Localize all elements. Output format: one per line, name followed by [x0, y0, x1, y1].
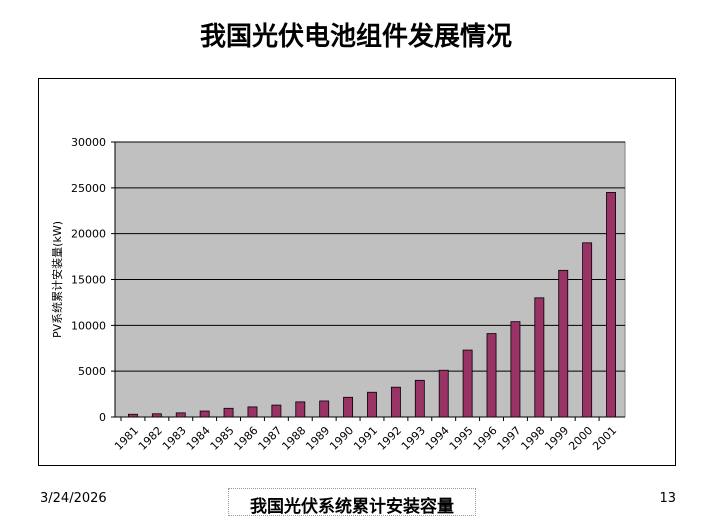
bar	[534, 297, 545, 418]
x-tick-label: 1982	[136, 424, 165, 453]
x-tick-label: 2001	[590, 424, 619, 453]
x-tick-label: 1991	[351, 424, 380, 453]
x-tick-label: 1985	[208, 424, 237, 453]
chart-frame: 0 5000 10000 15000 20000 25000 30000 1981 1982 19…	[38, 78, 676, 466]
y-tick-label: 25000	[71, 182, 106, 195]
bar	[247, 406, 258, 418]
bar	[390, 386, 401, 418]
bar	[199, 410, 210, 418]
y-axis-label: PV系统累计安装量(kW)	[50, 221, 64, 338]
bar	[558, 269, 569, 418]
x-tick-label: 1988	[279, 424, 308, 453]
y-tick-label: 20000	[71, 228, 106, 241]
bar	[414, 379, 425, 418]
bar	[582, 242, 593, 418]
bar	[367, 391, 377, 418]
bar-chart: 0500010000150002000025000300001981198219…	[50, 136, 626, 453]
x-tick-label: 1996	[471, 424, 500, 453]
x-tick-label: 1998	[518, 424, 547, 453]
bar	[486, 333, 497, 418]
x-tick-label: 1994	[423, 424, 452, 453]
x-tick-label: 1995	[447, 424, 476, 453]
slide-title: 我国光伏电池组件发展情况	[199, 22, 512, 52]
x-tick-label: 1986	[232, 424, 261, 453]
x-tick-label: 1981	[112, 424, 141, 453]
y-tick-label: 10000	[71, 319, 106, 332]
bar	[510, 321, 521, 418]
bar	[295, 401, 306, 418]
bar	[319, 400, 330, 418]
x-tick-label: 1987	[256, 424, 285, 453]
bar	[223, 407, 234, 418]
y-tick-label: 30000	[71, 136, 106, 149]
y-tick-label: 0	[99, 411, 106, 424]
x-tick-label: 1992	[375, 424, 404, 453]
bar	[462, 349, 473, 418]
bar	[151, 413, 162, 418]
y-tick-label: 15000	[71, 274, 106, 287]
bar	[343, 396, 354, 418]
bar	[175, 412, 186, 418]
x-tick-label: 1993	[399, 424, 428, 453]
bar	[606, 192, 616, 418]
x-tick-label: 1997	[495, 424, 524, 453]
x-tick-label: 1984	[184, 424, 213, 453]
x-tick-label: 1990	[327, 424, 356, 453]
footer-date: 3/24/2026	[40, 491, 107, 506]
x-tick-label: 1999	[542, 424, 571, 453]
bar	[438, 369, 449, 418]
x-tick-label: 1983	[160, 424, 189, 453]
y-tick-label: 5000	[78, 365, 106, 378]
x-tick-label: 1989	[303, 424, 332, 453]
bar	[271, 404, 282, 418]
x-tick-label: 2000	[566, 424, 595, 453]
page-number: 13	[659, 491, 676, 506]
footer-caption[interactable]: 我国光伏系统累计安装容量	[228, 488, 476, 517]
bar	[128, 413, 138, 418]
